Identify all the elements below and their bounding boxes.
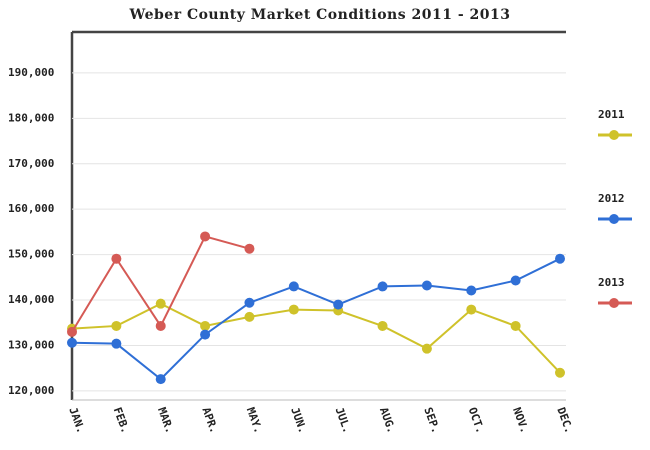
data-point [244, 297, 255, 308]
data-point [155, 298, 166, 309]
data-point [421, 343, 432, 354]
x-tick-label: MAY. [244, 406, 265, 435]
data-point [111, 320, 122, 331]
data-point [510, 275, 521, 286]
y-tick-label: 150,000 [8, 248, 54, 261]
data-point [200, 231, 211, 242]
x-tick-label: NOV. [510, 406, 531, 435]
series-line [71, 235, 250, 333]
x-tick-label: SEP. [421, 406, 442, 435]
legend-label: 2012 [598, 192, 625, 205]
chart-title: Weber County Market Conditions 2011 - 20… [129, 7, 511, 23]
data-point [510, 320, 521, 331]
x-tick-label: APR. [199, 406, 220, 435]
data-point [555, 367, 565, 378]
data-point [466, 285, 477, 296]
data-point [466, 304, 477, 315]
data-point [200, 320, 211, 331]
data-point [155, 374, 166, 385]
data-point [288, 281, 299, 292]
data-point [377, 281, 388, 292]
x-tick-label: JUL. [333, 406, 354, 435]
x-tick-label: DEC. [554, 406, 575, 435]
y-tick-label: 160,000 [8, 202, 54, 215]
data-point [288, 304, 299, 315]
y-tick-label: 180,000 [8, 111, 54, 124]
x-tick-label: JAN. [66, 406, 87, 435]
legend-label: 2013 [598, 276, 625, 289]
legend-swatch-dot [609, 130, 619, 140]
data-point [377, 320, 388, 331]
x-tick-label: MAR. [155, 406, 176, 435]
y-tick-label: 140,000 [8, 293, 54, 306]
x-tick-label: AUG. [377, 406, 398, 435]
legend-label: 2011 [598, 108, 625, 121]
data-point [111, 338, 122, 349]
legend-swatch-dot [609, 214, 619, 224]
data-point [244, 311, 255, 322]
y-tick-label: 190,000 [8, 66, 54, 79]
data-point [200, 329, 211, 340]
x-tick-label: JUN. [288, 406, 309, 435]
series-line [71, 302, 561, 374]
series-line [71, 257, 561, 381]
y-tick-label: 170,000 [8, 157, 54, 170]
data-point [244, 243, 255, 254]
data-point [67, 326, 77, 337]
data-point [555, 253, 565, 264]
data-point [421, 280, 432, 291]
data-point [67, 337, 77, 348]
x-tick-label: FEB. [111, 406, 132, 435]
y-tick-label: 120,000 [8, 384, 54, 397]
data-point [111, 253, 122, 264]
legend-swatch-dot [609, 298, 619, 308]
data-point [155, 320, 166, 331]
data-point [333, 299, 344, 310]
x-tick-label: OCT. [466, 406, 487, 435]
y-tick-label: 130,000 [8, 338, 54, 351]
